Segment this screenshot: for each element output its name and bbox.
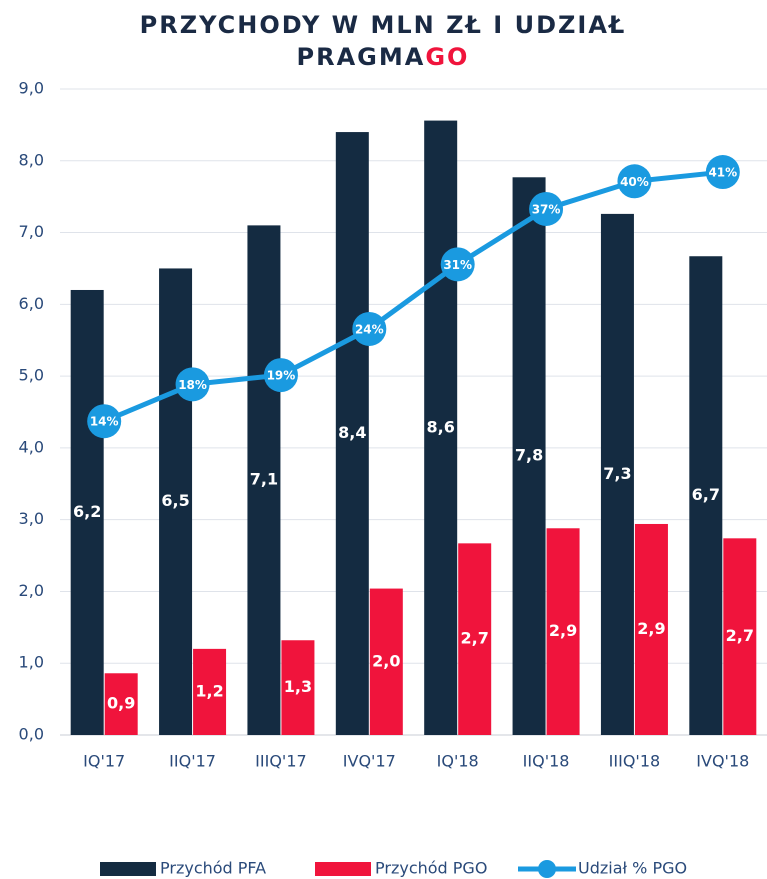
bar <box>723 538 757 735</box>
bar <box>369 588 403 735</box>
line-marker <box>175 367 210 402</box>
x-tick-label: IIQ'17 <box>169 752 216 771</box>
y-tick-label: 0,0 <box>19 725 44 744</box>
data-label: 0,9 <box>107 694 135 713</box>
line-marker <box>529 191 564 226</box>
data-label: 1,2 <box>195 681 223 700</box>
bar <box>247 225 281 735</box>
data-label: 37% <box>532 202 561 216</box>
y-tick-label: 8,0 <box>19 150 44 169</box>
legend-label: Udział % PGO <box>578 859 687 878</box>
data-label: 7,3 <box>603 464 631 483</box>
chart-title: PRZYCHODY W MLN ZŁ I UDZIAŁ <box>140 11 627 39</box>
data-label: 14% <box>90 415 119 429</box>
bar <box>159 268 193 735</box>
data-label: 31% <box>443 258 472 272</box>
line-marker <box>705 155 740 190</box>
y-tick-label: 1,0 <box>19 653 44 672</box>
bar <box>546 528 580 735</box>
y-tick-label: 7,0 <box>19 222 44 241</box>
bar <box>634 523 668 735</box>
data-label: 24% <box>355 322 384 336</box>
data-label: 7,8 <box>515 446 543 465</box>
data-label: 8,4 <box>338 423 366 442</box>
bar <box>424 120 458 736</box>
bar <box>193 648 227 735</box>
line-marker <box>352 311 387 346</box>
data-label: 40% <box>620 175 649 189</box>
x-tick-label: IVQ'17 <box>343 752 396 771</box>
y-tick-label: 3,0 <box>19 509 44 528</box>
data-label: 2,9 <box>637 619 665 638</box>
bar <box>335 132 369 736</box>
legend-swatch <box>538 860 556 878</box>
data-label: 2,0 <box>372 651 400 670</box>
y-tick-label: 5,0 <box>19 366 44 385</box>
data-label: 6,7 <box>692 485 720 504</box>
data-label: 6,2 <box>73 502 101 521</box>
bar <box>104 673 138 735</box>
bar <box>458 543 492 735</box>
legend-label: Przychód PGO <box>375 859 487 878</box>
x-tick-label: IIQ'18 <box>523 752 570 771</box>
data-label: 7,1 <box>250 470 278 489</box>
data-label: 2,7 <box>461 629 489 648</box>
y-tick-label: 6,0 <box>19 294 44 313</box>
y-tick-label: 4,0 <box>19 437 44 456</box>
data-label: 41% <box>708 166 737 180</box>
bar <box>70 289 104 735</box>
x-tick-label: IIIQ'17 <box>255 752 307 771</box>
y-tick-label: 9,0 <box>19 79 44 98</box>
line-marker <box>87 404 122 439</box>
title-part: GO <box>425 43 469 71</box>
legend-swatch <box>100 862 156 876</box>
x-tick-label: IIIQ'18 <box>609 752 661 771</box>
bar <box>600 213 634 736</box>
line-marker <box>263 358 298 393</box>
data-label: 1,3 <box>284 677 312 696</box>
data-label: 19% <box>267 369 296 383</box>
x-tick-label: IQ'18 <box>437 752 479 771</box>
y-tick-label: 2,0 <box>19 581 44 600</box>
line-marker <box>440 247 475 282</box>
bar <box>512 177 546 735</box>
x-tick-label: IQ'17 <box>83 752 125 771</box>
data-label: 6,5 <box>161 491 189 510</box>
data-label: 8,6 <box>427 417 455 436</box>
legend-swatch <box>315 862 371 876</box>
title-part: PRAGMA <box>297 43 426 71</box>
legend-label: Przychód PFA <box>160 859 266 878</box>
bar <box>689 256 723 735</box>
line-marker <box>617 164 652 199</box>
chart-title: PRAGMAGO <box>297 43 470 71</box>
x-tick-label: IVQ'18 <box>696 752 749 771</box>
data-label: 2,9 <box>549 621 577 640</box>
data-label: 18% <box>178 378 207 392</box>
data-label: 2,7 <box>726 626 754 645</box>
bar <box>281 640 315 735</box>
